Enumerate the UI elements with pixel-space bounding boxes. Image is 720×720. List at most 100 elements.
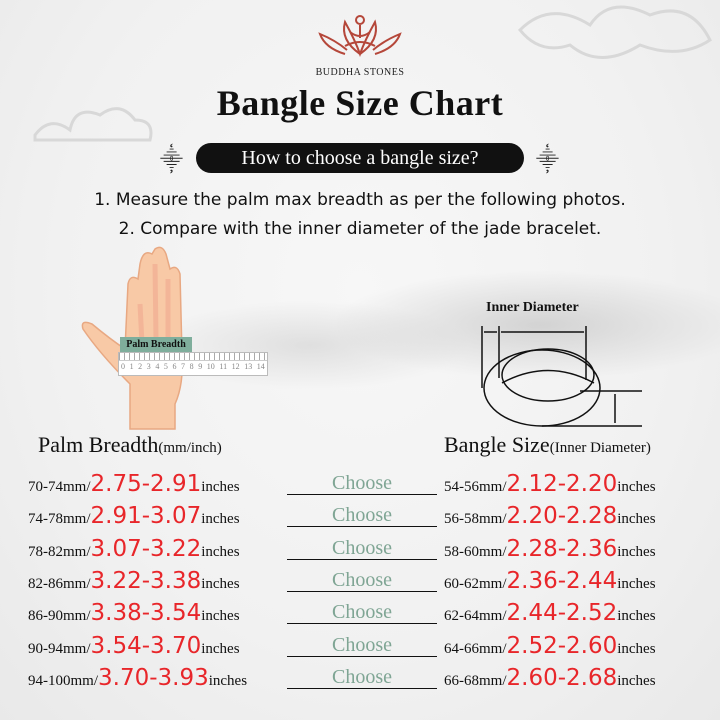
bangle-mm: 54-56mm/ [444,479,507,495]
unit-label: inches [617,511,656,528]
bangle-mm: 58-60mm/ [444,543,507,560]
choose-link[interactable]: Choose [287,472,437,495]
ruler-tick: 3 [146,362,151,371]
size-row: 82-86mm/3.22-3.38inches Choose 60-62mm/2… [0,568,720,600]
ruler-tick: 2 [138,362,143,371]
header-main: Bangle Size [444,432,550,457]
brand-name: BUDDHA STONES [315,67,405,78]
cloud-icon [33,107,153,142]
ruler-tick: 7 [181,362,186,371]
choose-link[interactable]: Choose [287,601,437,625]
bangle-size: 60-62mm/2.36-2.44inches [444,568,656,594]
choose-link[interactable]: Choose [287,504,437,528]
bangle-inches: 2.36-2.44 [506,567,618,594]
cloud-icon [517,5,712,59]
ruler: 0 1 2 3 4 5 6 7 8 9 10 11 12 13 14 [118,352,268,376]
palm-size: 94-100mm/3.70-3.93inches [28,665,247,691]
hand-illustration: Palm Breadth 0 1 2 3 4 5 6 7 8 9 10 11 12 13 14 [80,244,280,439]
palm-mm: 70-74mm/ [28,479,91,495]
size-row: 74-78mm/2.91-3.07inches Choose 56-58mm/2… [0,503,720,535]
size-row: 70-74mm/2.75-2.91inches Choose 54-56mm/2… [0,471,720,503]
palm-inches: 3.70-3.93 [98,664,209,691]
step-1: 1. Measure the palm max breadth as per t… [94,190,626,210]
unit-label: inches [201,543,240,560]
bangle-size: 58-60mm/2.28-2.36inches [444,536,656,562]
unit-label: inches [617,479,656,495]
ruler-tick: 13 [244,362,253,371]
ruler-tick: 1 [129,362,134,371]
unit-label: inches [617,543,656,560]
bangle-size-header: Bangle Size(Inner Diameter) [444,432,651,458]
palm-mm: 78-82mm/ [28,543,91,560]
unit-label: inches [201,640,240,657]
size-row: 94-100mm/3.70-3.93inches Choose 66-68mm/… [0,665,720,697]
unit-label: inches [201,608,240,625]
bangle-size: 62-64mm/2.44-2.52inches [444,600,656,626]
header-main: Palm Breadth [38,432,159,457]
ornament-icon: ⸎ [160,147,183,172]
header-unit: (Inner Diameter) [549,440,651,456]
ruler-tick: 0 [121,362,125,371]
size-row: 78-82mm/3.07-3.22inches Choose 58-60mm/2… [0,536,720,568]
ruler-tick: 6 [172,362,177,371]
palm-size: 82-86mm/3.22-3.38inches [28,568,240,594]
bangle-mm: 66-68mm/ [444,672,507,689]
bangle-inches: 2.52-2.60 [506,632,618,659]
unit-label: inches [201,479,240,495]
ruler-tick: 9 [198,362,203,371]
ornament-icon: ⸎ [536,147,559,172]
ruler-tick: 14 [256,362,265,371]
ruler-tick: 5 [163,362,168,371]
bangle-inches: 2.12-2.20 [506,471,618,497]
page-title: Bangle Size Chart [216,83,504,123]
size-row: 86-90mm/3.38-3.54inches Choose 62-64mm/2… [0,600,720,632]
ink-mist [330,270,720,380]
palm-mm: 90-94mm/ [28,640,91,657]
palm-inches: 3.22-3.38 [90,567,202,594]
bangle-inches: 2.28-2.36 [506,535,618,562]
size-row: 90-94mm/3.54-3.70inches Choose 64-66mm/2… [0,632,720,665]
choose-link[interactable]: Choose [287,666,437,689]
bangle-inches: 2.20-2.28 [506,503,618,530]
palm-breadth-label: Palm Breadth [120,337,192,352]
palm-inches: 3.54-3.70 [90,632,202,659]
unit-label: inches [201,511,240,528]
ruler-tick: 8 [189,362,194,371]
subtitle-banner: How to choose a bangle size? [196,143,524,173]
palm-inches: 2.91-3.07 [90,503,202,530]
bangle-inches: 2.44-2.52 [506,600,618,627]
ruler-tick: 10 [206,362,215,371]
palm-mm: 86-90mm/ [28,608,91,625]
bangle-size: 56-58mm/2.20-2.28inches [444,503,656,529]
bangle-mm: 62-64mm/ [444,608,507,625]
ruler-tick: 12 [231,362,240,371]
palm-size: 86-90mm/3.38-3.54inches [28,600,240,626]
ruler-tick: 11 [219,362,228,371]
lotus-buddha-icon [318,15,402,57]
unit-label: inches [208,672,248,689]
choose-link[interactable]: Choose [287,634,437,657]
palm-mm: 94-100mm/ [28,672,98,689]
bangle-size: 54-56mm/2.12-2.20inches [444,471,656,497]
palm-size: 90-94mm/3.54-3.70inches [28,633,240,659]
choose-link[interactable]: Choose [287,537,437,560]
unit-label: inches [201,575,240,592]
step-2: 2. Compare with the inner diameter of th… [118,219,602,239]
unit-label: inches [617,640,656,657]
palm-mm: 74-78mm/ [28,511,91,528]
header-unit: (mm/inch) [158,440,222,456]
inner-diameter-label: Inner Diameter [486,300,579,315]
palm-mm: 82-86mm/ [28,575,91,592]
unit-label: inches [617,608,656,625]
bangle-mm: 60-62mm/ [444,575,507,592]
palm-size: 78-82mm/3.07-3.22inches [28,536,240,562]
brand-logo: BUDDHA STONES [310,10,410,78]
palm-size: 74-78mm/2.91-3.07inches [28,503,240,529]
bangle-mm: 64-66mm/ [444,640,507,657]
palm-inches: 2.75-2.91 [90,471,202,497]
bangle-mm: 56-58mm/ [444,511,507,528]
palm-inches: 3.38-3.54 [90,600,202,627]
choose-link[interactable]: Choose [287,569,437,592]
unit-label: inches [617,672,656,689]
unit-label: inches [617,575,656,592]
